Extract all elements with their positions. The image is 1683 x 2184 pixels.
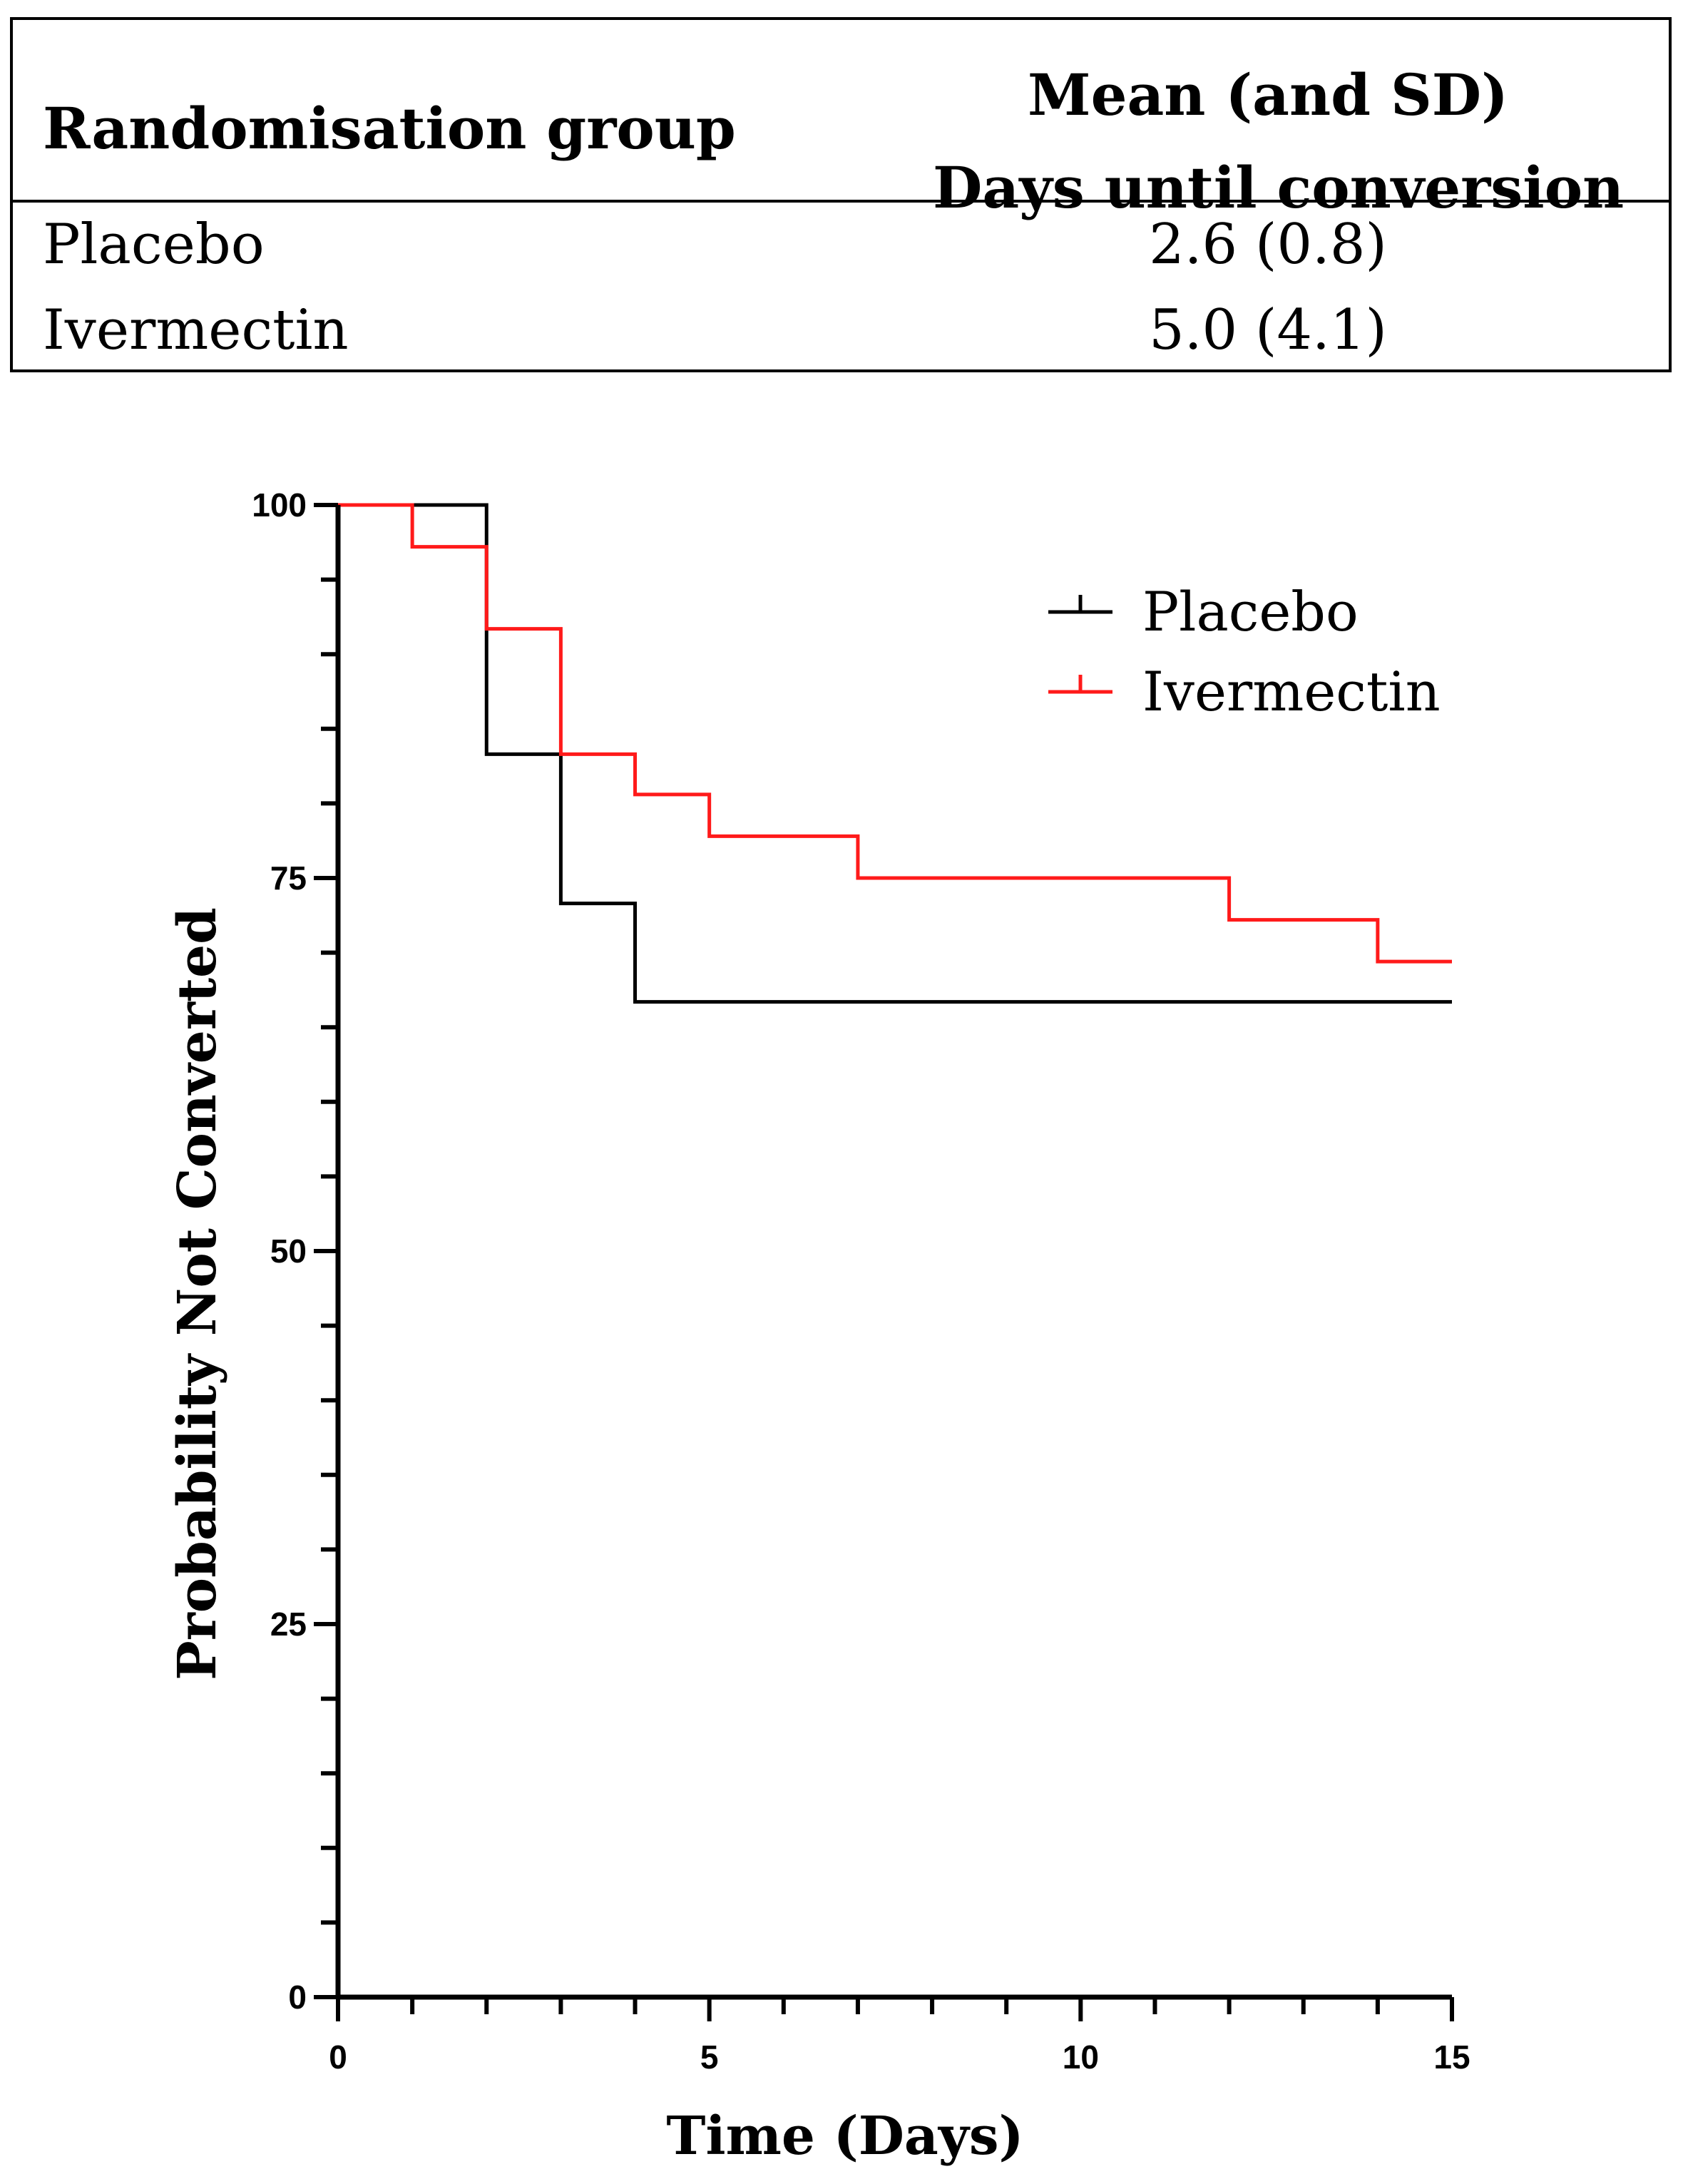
x-axis-title: Time (Days) bbox=[666, 2106, 1023, 2167]
summary-table: Randomisation group Mean (and SD) Days u… bbox=[10, 17, 1672, 372]
header-mean-sd-line1: Mean (and SD) bbox=[1028, 61, 1508, 128]
x-tick-label: 5 bbox=[700, 2038, 719, 2076]
y-tick-label: 100 bbox=[252, 486, 307, 524]
header-randomisation-group: Randomisation group bbox=[43, 95, 736, 162]
axes-layer bbox=[335, 505, 1452, 2000]
y-tick-label: 75 bbox=[270, 859, 307, 897]
table-row: Placebo 2.6 (0.8) bbox=[13, 203, 1669, 288]
header-mean-sd: Mean (and SD) Days until conversion bbox=[933, 49, 1625, 234]
y-tick-label: 50 bbox=[270, 1233, 307, 1270]
y-tick-label: 25 bbox=[270, 1606, 307, 1643]
legend: Placebo Ivermectin bbox=[1048, 580, 1441, 723]
header-mean-sd-line2: Days until conversion bbox=[933, 154, 1625, 221]
y-axis-title: Probability Not Converted bbox=[167, 907, 228, 1680]
x-tick-label: 0 bbox=[329, 2038, 347, 2076]
row-value-cell: 5.0 (4.1) bbox=[1149, 298, 1387, 362]
ticks-layer: 0 25 50 75 100 0 5 10 15 bbox=[252, 486, 1470, 2076]
x-tick-label: 15 bbox=[1433, 2038, 1470, 2076]
legend-label-ivermectin: Ivermectin bbox=[1142, 660, 1441, 723]
series-line-ivermectin bbox=[338, 503, 1452, 964]
x-tick-label: 10 bbox=[1063, 2038, 1099, 2076]
y-tick-label: 0 bbox=[288, 1979, 307, 2016]
table-header-row: Randomisation group Mean (and SD) Days u… bbox=[13, 20, 1669, 221]
row-group-cell: Ivermectin bbox=[43, 298, 349, 362]
row-group-cell: Placebo bbox=[43, 213, 265, 277]
table-row: Ivermectin 5.0 (4.1) bbox=[13, 288, 1669, 374]
row-value-cell: 2.6 (0.8) bbox=[1149, 213, 1387, 277]
series-layer bbox=[338, 503, 1452, 1004]
legend-label-placebo: Placebo bbox=[1142, 580, 1359, 643]
